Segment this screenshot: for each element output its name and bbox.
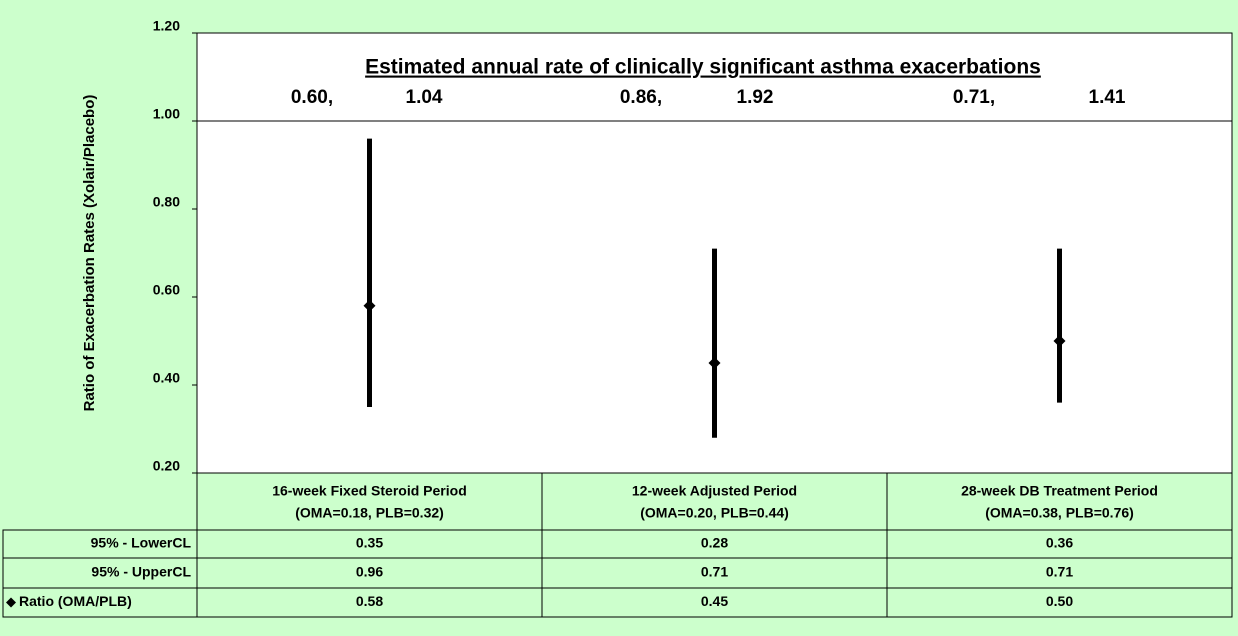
x-tick-note: (OMA=0.20, PLB=0.44)	[640, 505, 789, 521]
y-tick-label: 0.80	[153, 194, 180, 210]
y-tick-label: 1.00	[153, 106, 180, 122]
table-value: 0.71	[701, 564, 728, 580]
annotation-rate: 0.86,	[620, 87, 662, 108]
row-header: 95% - UpperCL	[91, 564, 191, 580]
y-tick-label: 0.60	[153, 282, 180, 298]
x-tick-label: 16-week Fixed Steroid Period	[272, 483, 467, 499]
y-tick-label: 0.40	[153, 370, 180, 386]
x-tick-label: 28-week DB Treatment Period	[961, 483, 1158, 499]
table-value: 0.28	[701, 535, 728, 551]
annotation-rate: 1.41	[1089, 87, 1126, 108]
x-tick-note: (OMA=0.18, PLB=0.32)	[295, 505, 444, 521]
y-tick-label: 0.20	[153, 458, 180, 474]
table-value: 0.58	[356, 593, 383, 609]
ratio-marker	[1053, 335, 1066, 347]
table-value: 0.71	[1046, 564, 1073, 580]
table-value: 0.45	[701, 593, 728, 609]
table-value: 0.35	[356, 535, 383, 551]
y-axis-label: Ratio of Exacerbation Rates (Xolair/Plac…	[81, 95, 98, 412]
ratio-marker	[708, 357, 721, 369]
x-tick-note: (OMA=0.38, PLB=0.76)	[985, 505, 1134, 521]
annotation-rate: 1.92	[737, 87, 774, 108]
y-tick-label: 1.20	[153, 18, 180, 34]
legend-marker	[6, 597, 16, 608]
ratio-marker	[363, 299, 376, 312]
table-value: 0.50	[1046, 593, 1073, 609]
table-cell	[886, 587, 1233, 618]
annotation-title: Estimated annual rate of clinically sign…	[365, 56, 1041, 79]
table-value: 0.96	[356, 564, 383, 580]
table-value: 0.36	[1046, 535, 1073, 551]
annotation-rate: 0.71,	[953, 87, 995, 108]
x-tick-label: 12-week Adjusted Period	[632, 483, 797, 499]
annotation-rate: 1.04	[406, 87, 443, 108]
row-header: 95% - LowerCL	[91, 535, 192, 551]
row-header: Ratio (OMA/PLB)	[19, 593, 132, 609]
annotation-rate: 0.60,	[291, 87, 333, 108]
